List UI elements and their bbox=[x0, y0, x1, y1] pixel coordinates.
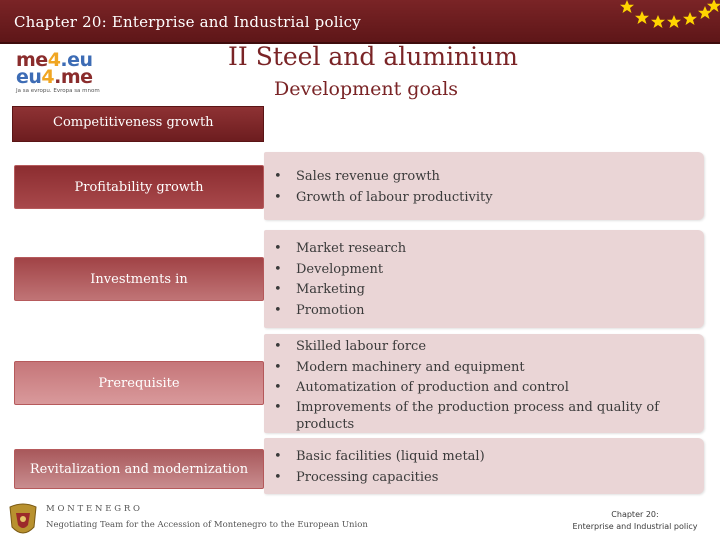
row-label-box: Investments in bbox=[14, 257, 264, 301]
logo-text: 4 bbox=[47, 49, 61, 71]
row-label-box: Profitability growth bbox=[14, 165, 264, 209]
bullet-icon: • bbox=[274, 169, 282, 184]
me4eu-logo: me4.eu eu4.me Ja sa evropu. Evropa sa mn… bbox=[16, 49, 112, 98]
logo-tagline: Ja sa evropu. Evropa sa mnom bbox=[16, 88, 100, 94]
list-item: • Skilled labour force bbox=[274, 337, 704, 358]
logo-text: 4 bbox=[41, 66, 55, 88]
footer-team: Negotiating Team for the Accession of Mo… bbox=[46, 520, 368, 530]
bullet-icon: • bbox=[274, 449, 282, 464]
row-label-box: Prerequisite bbox=[14, 361, 264, 405]
bullet-icon: • bbox=[274, 399, 282, 415]
bullet-icon: • bbox=[274, 241, 282, 256]
row-label: Prerequisite bbox=[98, 375, 180, 391]
logo-text: .me bbox=[54, 66, 93, 88]
footer-country: MONTENEGRO bbox=[46, 504, 143, 514]
row-items-panel: • Basic facilities (liquid metal) • Proces… bbox=[264, 438, 704, 494]
list-item: • Market research bbox=[274, 239, 704, 260]
list-item: • Basic facilities (liquid metal) bbox=[274, 447, 704, 468]
montenegro-crest-icon bbox=[9, 503, 37, 534]
row-label: Investments in bbox=[90, 271, 188, 287]
list-item: • Development bbox=[274, 260, 704, 281]
bullet-icon: • bbox=[274, 261, 282, 277]
row-items-panel: • Sales revenue growth • Growth of labour … bbox=[264, 152, 704, 220]
competitiveness-box: Competitiveness growth bbox=[12, 106, 264, 142]
row-label: Profitability growth bbox=[74, 179, 204, 195]
slide-subtitle: Development goals bbox=[274, 78, 459, 100]
footer-chapter-line: Chapter 20: bbox=[611, 510, 659, 519]
bullet-icon: • bbox=[274, 302, 282, 318]
list-item: • Marketing bbox=[274, 280, 704, 301]
list-item: • Sales revenue growth bbox=[274, 167, 704, 188]
header-bar: Chapter 20: Enterprise and Industrial po… bbox=[0, 0, 720, 44]
footer-chapter-line: Enterprise and Industrial policy bbox=[572, 522, 698, 531]
bullet-icon: • bbox=[274, 359, 282, 375]
bullet-icon: • bbox=[274, 380, 282, 395]
header-title: Chapter 20: Enterprise and Industrial po… bbox=[14, 13, 361, 31]
logo-text: .eu bbox=[60, 49, 93, 71]
bullet-icon: • bbox=[274, 339, 282, 354]
list-item: • Promotion bbox=[274, 301, 704, 322]
logo-text: me bbox=[16, 49, 48, 71]
list-item: • Processing capacities bbox=[274, 468, 704, 489]
slide-title: II Steel and aluminium bbox=[228, 42, 518, 71]
bullet-icon: • bbox=[274, 189, 282, 205]
list-item: • Automatization of production and contro… bbox=[274, 378, 704, 399]
row-items-panel: • Market research • Development • Marketing… bbox=[264, 230, 704, 328]
bullet-icon: • bbox=[274, 282, 282, 297]
list-item: • Improvements of the production process … bbox=[274, 399, 660, 432]
list-item: • Modern machinery and equipment bbox=[274, 358, 704, 379]
row-items-panel: • Skilled labour force • Modern machinery … bbox=[264, 334, 704, 433]
list-item: • Growth of labour productivity bbox=[274, 188, 704, 209]
row-label-box: Revitalization and modernization bbox=[14, 449, 264, 489]
bullet-icon: • bbox=[274, 469, 282, 485]
logo-text: eu bbox=[16, 66, 42, 88]
row-label: Revitalization and modernization bbox=[29, 461, 249, 477]
eu-stars-icon bbox=[620, 0, 720, 28]
footer-chapter: Chapter 20: Enterprise and Industrial po… bbox=[560, 509, 710, 533]
